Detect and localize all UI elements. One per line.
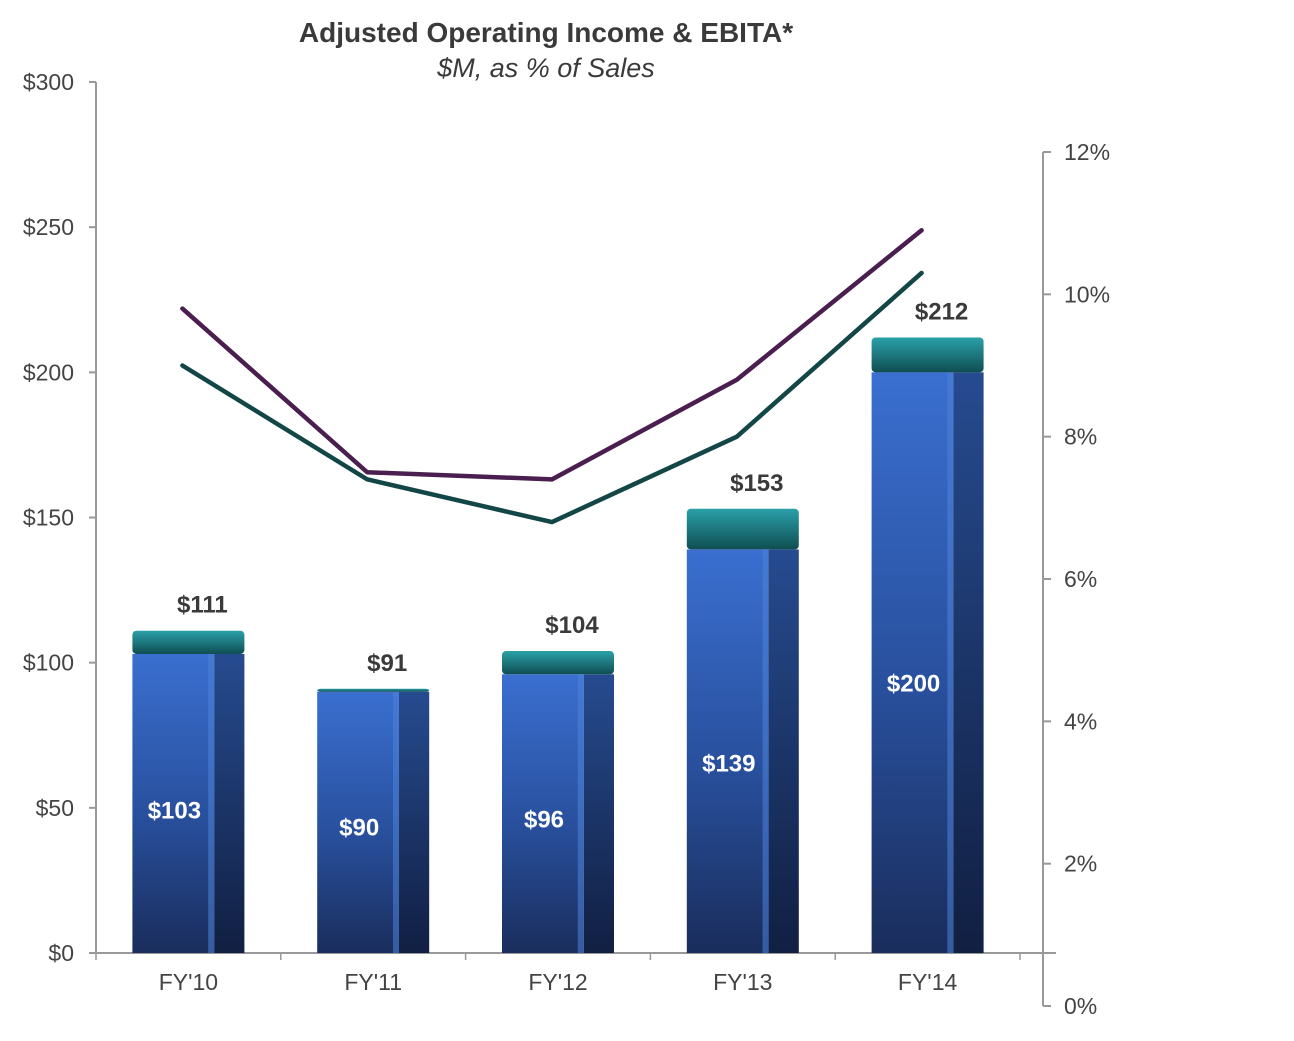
bar-base <box>317 691 399 953</box>
bars <box>132 337 984 953</box>
x-tick-label: FY'13 <box>713 969 772 995</box>
total-label: $153 <box>730 470 783 497</box>
bar-top <box>317 688 430 692</box>
inner-label: $90 <box>339 814 379 841</box>
left-tick-label: $150 <box>23 505 74 531</box>
bar-base-side <box>768 549 799 953</box>
right-tick-label: 0% <box>1064 993 1097 1019</box>
x-tick-label: FY'11 <box>344 969 402 995</box>
bar-base <box>132 653 215 953</box>
bar-base-side <box>214 653 245 953</box>
inner-label: $139 <box>702 750 755 777</box>
inner-label: $103 <box>148 797 201 824</box>
bar-group <box>871 337 984 953</box>
right-tick-label: 10% <box>1064 281 1110 307</box>
bar-highlight <box>577 674 584 953</box>
bar-group <box>317 688 430 953</box>
chart-title: Adjusted Operating Income & EBITA* <box>299 17 793 48</box>
bar-group <box>502 651 614 953</box>
bar-top <box>502 651 614 675</box>
left-tick-label: $200 <box>23 359 74 385</box>
operating-margin-line <box>180 228 924 482</box>
inner-label: $200 <box>887 671 940 698</box>
bar-top <box>871 337 984 373</box>
left-tick-label: $300 <box>23 69 74 95</box>
total-label: $91 <box>367 650 407 677</box>
bar-base-side <box>398 691 430 953</box>
total-label: $104 <box>545 612 599 639</box>
bar-base <box>502 674 584 953</box>
bar-base <box>686 549 769 953</box>
x-tick-label: FY'12 <box>528 969 587 995</box>
bar-highlight <box>947 372 954 953</box>
ebita-margin-line <box>180 270 924 525</box>
right-tick-label: 8% <box>1064 424 1097 450</box>
right-tick-label: 6% <box>1064 566 1097 592</box>
left-tick-label: $100 <box>23 650 74 676</box>
bar-base-side <box>953 372 984 953</box>
x-tick-label: FY'10 <box>159 969 218 995</box>
bar-highlight <box>762 549 769 953</box>
x-tick-label: FY'14 <box>898 969 958 995</box>
bar-base <box>871 372 954 953</box>
inner-label: $96 <box>524 807 564 834</box>
bar-top <box>132 630 245 654</box>
right-tick-label: 12% <box>1064 139 1110 165</box>
bar-top <box>686 508 799 550</box>
bar-group <box>686 508 799 953</box>
axes: $0 $50 $100 $150 $200 $250 $300 0% 2% 4% 6% 8% 10% 12… <box>23 69 1110 1019</box>
pct-lines <box>180 228 924 525</box>
chart-subtitle: $M, as % of Sales <box>436 53 655 83</box>
bar-base-side <box>583 674 614 953</box>
left-tick-label: $250 <box>23 214 74 240</box>
total-label: $111 <box>177 592 228 619</box>
right-tick-label: 4% <box>1064 708 1097 734</box>
left-tick-label: $0 <box>48 940 74 966</box>
left-tick-label: $50 <box>36 795 74 821</box>
data-labels: $111 $103 $91 $90 $104 $96 $153 $139 $212 $200 <box>148 298 969 841</box>
right-tick-label: 2% <box>1064 851 1097 877</box>
bar-highlight <box>392 691 399 953</box>
bar-group <box>132 630 245 953</box>
total-label: $212 <box>915 298 968 325</box>
bar-highlight <box>208 653 215 953</box>
